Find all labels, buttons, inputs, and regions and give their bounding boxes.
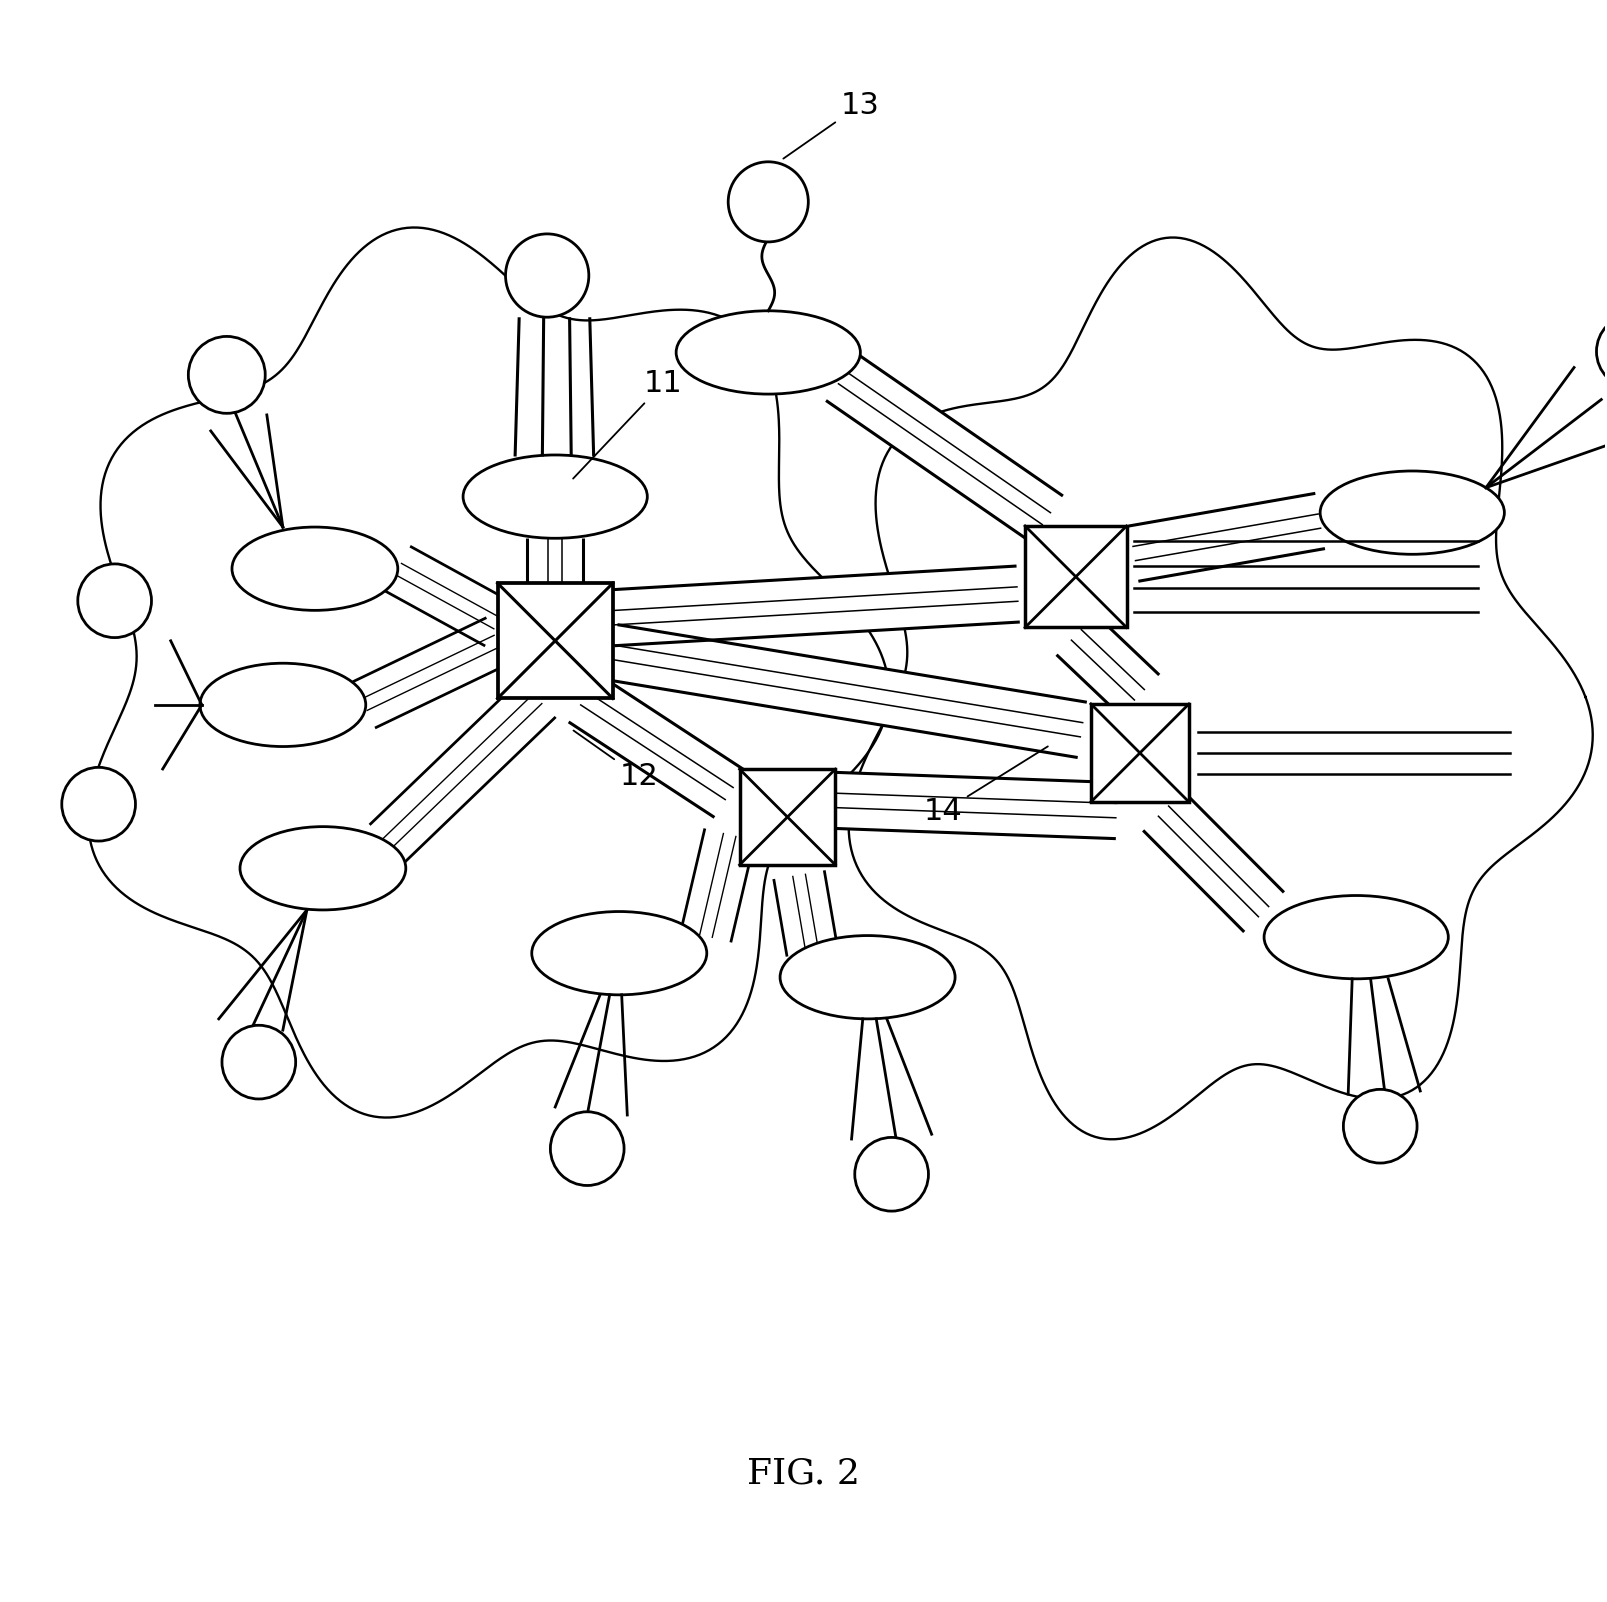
Polygon shape	[681, 828, 755, 942]
Polygon shape	[609, 625, 1086, 758]
Polygon shape	[815, 772, 1118, 838]
Polygon shape	[848, 237, 1593, 1139]
Circle shape	[222, 1025, 296, 1099]
Polygon shape	[826, 354, 1062, 541]
Polygon shape	[773, 870, 837, 956]
Circle shape	[77, 564, 151, 638]
Polygon shape	[527, 538, 583, 583]
Circle shape	[61, 767, 135, 841]
Text: FIG. 2: FIG. 2	[747, 1456, 860, 1491]
Ellipse shape	[199, 663, 366, 747]
Polygon shape	[611, 566, 1020, 646]
Ellipse shape	[1265, 896, 1448, 979]
Ellipse shape	[1319, 471, 1504, 554]
Polygon shape	[1056, 614, 1159, 716]
Ellipse shape	[532, 912, 707, 995]
Polygon shape	[88, 227, 889, 1118]
Text: 14: 14	[924, 747, 1048, 827]
Polygon shape	[386, 546, 509, 646]
Bar	[739, 769, 836, 865]
Bar	[1025, 525, 1127, 628]
Text: 12: 12	[574, 731, 657, 791]
Polygon shape	[354, 618, 508, 727]
Bar	[498, 583, 612, 698]
Polygon shape	[1128, 493, 1326, 582]
Ellipse shape	[239, 827, 407, 910]
Text: 13: 13	[783, 91, 879, 159]
Ellipse shape	[231, 527, 399, 610]
Circle shape	[855, 1137, 929, 1211]
Polygon shape	[569, 674, 746, 817]
Circle shape	[1343, 1089, 1417, 1163]
Ellipse shape	[779, 936, 955, 1019]
Text: 11: 11	[574, 370, 681, 479]
Circle shape	[506, 234, 588, 317]
Bar	[1091, 703, 1189, 803]
Circle shape	[1596, 314, 1607, 388]
Circle shape	[188, 336, 265, 413]
Circle shape	[728, 162, 808, 242]
Polygon shape	[370, 679, 556, 862]
Circle shape	[550, 1112, 624, 1185]
Polygon shape	[1143, 791, 1284, 932]
Ellipse shape	[463, 455, 648, 538]
Ellipse shape	[677, 311, 860, 394]
